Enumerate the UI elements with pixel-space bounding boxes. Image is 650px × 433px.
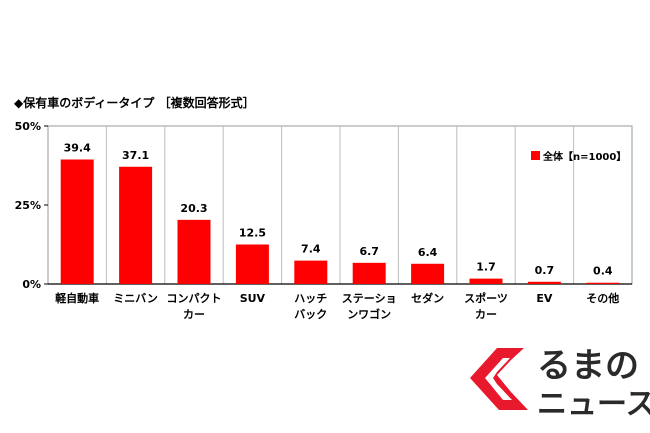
bar — [294, 260, 328, 284]
bar — [586, 282, 620, 284]
x-tick-label: スポーツカー — [464, 291, 508, 321]
x-tick-label: ミニバン — [113, 292, 158, 305]
bar-value-label: 0.4 — [593, 265, 613, 278]
x-tick-label: その他 — [586, 291, 619, 305]
legend: 全体【n=1000】 — [531, 150, 626, 163]
x-tick-label: SUV — [240, 292, 266, 305]
bar — [119, 166, 153, 284]
x-tick-label: コンパクトカー — [167, 292, 222, 321]
bar-layer — [60, 159, 620, 284]
legend-swatch — [531, 151, 540, 160]
logo-mark-icon — [470, 348, 528, 410]
bar-value-label: 39.4 — [64, 141, 91, 154]
logo-line2: ニュース — [537, 387, 650, 422]
chart-title: ◆保有車のボディータイプ ［複数回答形式］ — [14, 95, 255, 110]
y-tick-label: 50% — [15, 120, 41, 133]
bar — [177, 219, 211, 284]
legend-label: 全体【n=1000】 — [542, 150, 626, 163]
bar — [469, 278, 503, 284]
label-layer: 39.4 軽自動車 37.1 ミニバン 20.3 コンパクトカー 12.5 SUV 7.4 ハッチ… — [55, 141, 619, 321]
bar-value-label: 7.4 — [301, 243, 321, 256]
bar — [235, 244, 269, 284]
bar-value-label: 6.7 — [359, 245, 379, 258]
bar-value-label: 0.7 — [535, 264, 555, 277]
logo-line1: るまの — [537, 346, 639, 386]
bar — [527, 281, 561, 284]
x-tick-label: EV — [536, 292, 553, 305]
y-tick-label: 25% — [15, 199, 41, 212]
bar-value-label: 20.3 — [180, 202, 207, 215]
y-tick-label: 0% — [22, 278, 41, 291]
bar-value-label: 12.5 — [239, 227, 266, 240]
bar-value-label: 1.7 — [476, 261, 496, 274]
bar — [352, 262, 386, 284]
x-tick-label: 軽自動車 — [55, 291, 99, 305]
bar — [60, 159, 94, 284]
x-tick-label: ハッチバック — [294, 292, 327, 321]
bar-value-label: 6.4 — [418, 246, 438, 259]
bar — [411, 263, 445, 284]
x-tick-label: セダン — [411, 291, 444, 305]
kuruma-news-logo: るまの ニュース — [470, 346, 650, 422]
bar-value-label: 37.1 — [122, 149, 149, 162]
x-tick-label: ステーションワゴン — [342, 292, 397, 321]
